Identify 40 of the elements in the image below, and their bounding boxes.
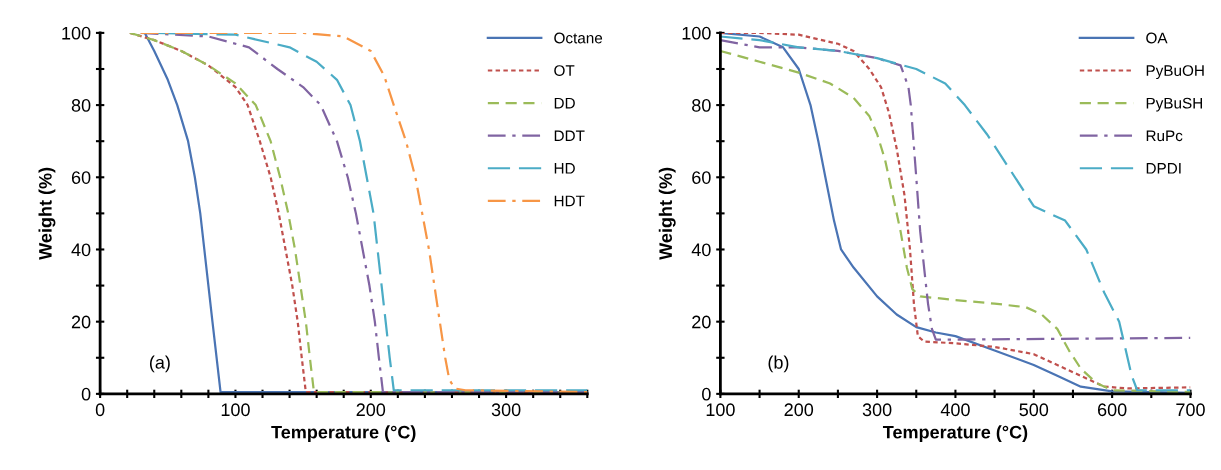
legend-label: PyBuSH [1146,97,1202,112]
x-tick-label: 200 [784,403,814,417]
x-tick-label: 100 [706,403,735,417]
y-tick-label: 100 [682,26,711,40]
y-tick-label: 20 [692,315,711,329]
x-tick-label: 300 [491,403,521,417]
y-axis-title: Weight (%) [658,167,676,260]
x-tick-label: 200 [356,403,386,417]
x-tick-label: 600 [1097,403,1127,417]
y-tick-label: 20 [71,315,91,329]
y-tick-label: 40 [71,243,91,257]
legend-label: PyBuOH [1146,65,1204,80]
annotation: (b) [768,355,789,373]
x-tick-label: 0 [95,403,105,417]
y-tick-label: 0 [81,387,91,401]
y-tick-label: 60 [692,171,711,184]
legend-label: DD [554,97,575,109]
y-tick-label: 0 [702,387,711,401]
x-axis-title: Temperature (°C) [882,425,1028,443]
x-axis-title: Temperature (°C) [271,425,416,443]
legend-label: DPDI [1146,163,1181,174]
x-tick-label: 700 [1176,403,1205,417]
legend-label: OA [1146,32,1168,44]
y-tick-label: 40 [691,243,711,257]
y-axis-title: Weight (%) [38,167,56,260]
legend-label: HDT [554,195,585,207]
legend-label: OT [554,65,575,77]
x-tick-label: 500 [1019,403,1049,417]
y-tick-label: 60 [71,171,91,184]
legend-label: Octane [554,32,603,44]
legend-label: DDT [554,130,585,142]
legend-label: RuPc [1146,130,1183,142]
y-tick-label: 80 [71,99,91,112]
legend-label: HD [554,163,575,174]
y-tick-label: 80 [692,99,711,112]
x-tick-label: 400 [940,403,970,417]
x-tick-label: 300 [862,403,892,417]
annotation: (a) [149,355,170,373]
y-tick-label: 100 [62,26,91,40]
x-tick-label: 100 [221,403,250,417]
